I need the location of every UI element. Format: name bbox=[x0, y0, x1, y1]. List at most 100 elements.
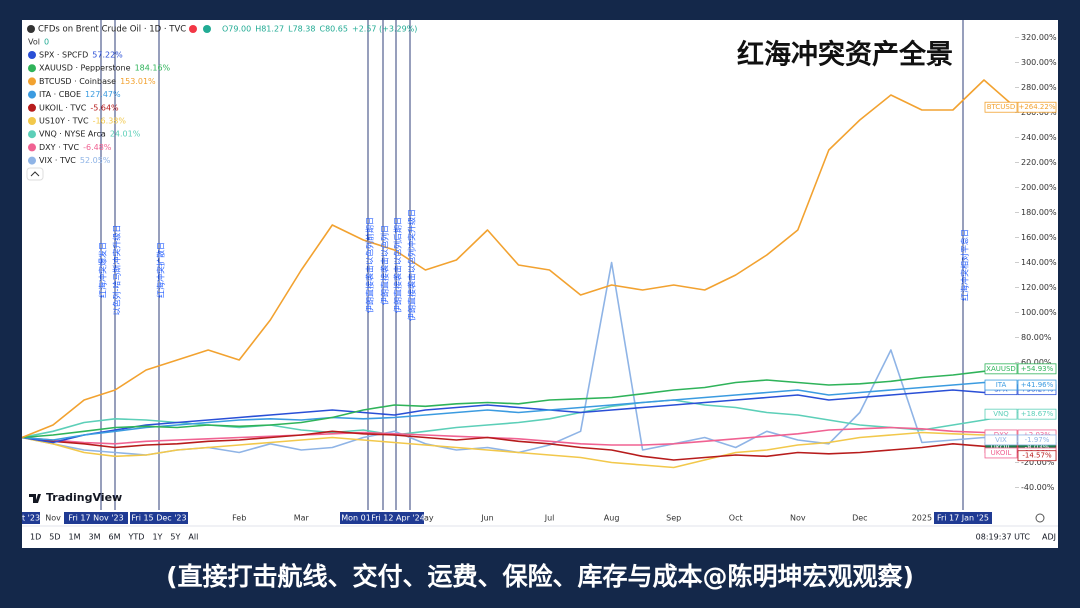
end-ticker-box bbox=[984, 408, 1018, 420]
x-marker-box bbox=[340, 512, 372, 524]
x-tick-label: Jul bbox=[544, 514, 555, 523]
range-button[interactable]: YTD bbox=[128, 533, 145, 542]
price-box bbox=[1017, 450, 1057, 462]
y-tick-label: 180.00% bbox=[1021, 208, 1057, 217]
series-line bbox=[22, 79, 1015, 439]
range-button[interactable]: 5Y bbox=[170, 533, 180, 542]
range-button[interactable]: 3M bbox=[89, 533, 101, 542]
annotation-text: 红海冲突扩散日 bbox=[156, 242, 166, 298]
x-marker-label: Fri 12 Apr '24 bbox=[371, 514, 425, 523]
ohlc-value: L78.38 bbox=[288, 25, 315, 34]
volume-label: Vol bbox=[28, 38, 40, 47]
caption: (直接打击航线、交付、运费、保险、库存与成本@陈明坤宏观观察) bbox=[166, 562, 914, 591]
range-button[interactable]: All bbox=[188, 533, 198, 542]
x-tick-label: Oct bbox=[729, 514, 743, 523]
ohlc-value: O79.00 bbox=[222, 25, 251, 34]
chart-title: 红海冲突资产全景 bbox=[737, 39, 953, 71]
legend-name: BTCUSD · Coinbase bbox=[39, 77, 116, 86]
range-button[interactable]: 1Y bbox=[152, 533, 162, 542]
y-tick-label: -40.00% bbox=[1021, 483, 1055, 492]
end-ticker: VNQ bbox=[993, 410, 1009, 418]
series bbox=[22, 426, 1015, 446]
y-tick-label: 240.00% bbox=[1021, 133, 1057, 142]
y-tick-label: 100.00% bbox=[1021, 308, 1057, 317]
legend-name: VNQ · NYSE Arca bbox=[39, 130, 106, 139]
end-value-label: +54.93% bbox=[1021, 365, 1054, 373]
legend-value: -6.48% bbox=[83, 143, 112, 152]
legend-icon bbox=[28, 117, 36, 125]
legend-value: -16.38% bbox=[93, 117, 127, 126]
series bbox=[22, 430, 1015, 461]
x-marker-box bbox=[934, 512, 992, 524]
x-marker-box bbox=[130, 512, 188, 524]
y-tick-label: 140.00% bbox=[1021, 258, 1057, 267]
series-line bbox=[22, 426, 1015, 446]
x-tick-label: May bbox=[417, 514, 434, 523]
y-tick-label: 220.00% bbox=[1021, 158, 1057, 167]
legend-name: SPX · SPCFD bbox=[39, 51, 88, 60]
x-tick-label: Jun bbox=[480, 514, 494, 523]
legend-name: XAUUSD · Pepperstone bbox=[39, 64, 131, 73]
x-tick-label: 2025 bbox=[912, 514, 932, 523]
legend-value: 184.16% bbox=[135, 64, 171, 73]
legend-collapse[interactable] bbox=[26, 167, 44, 181]
x-marker-label: Fri 17 Jan '25 bbox=[937, 514, 989, 523]
annotation-text: 以色列-哈马斯冲突升级日 bbox=[112, 225, 122, 316]
chart-panel bbox=[22, 20, 1058, 548]
legend-icon bbox=[28, 130, 36, 139]
logo-mark bbox=[29, 494, 41, 503]
legend-value: 153.01% bbox=[120, 77, 156, 86]
end-value-label: -8.03% bbox=[1025, 444, 1050, 452]
price-label: -14.57% bbox=[1022, 452, 1052, 460]
price-name: UKOIL bbox=[991, 449, 1012, 457]
series-line bbox=[22, 399, 1015, 439]
clock: 08:19:37 UTC bbox=[976, 533, 1031, 542]
range-button[interactable]: 1D bbox=[30, 533, 41, 542]
x-marker-label: Mon 01 bbox=[341, 514, 371, 523]
flag-icon[interactable] bbox=[189, 25, 197, 33]
end-ticker: ITA bbox=[996, 381, 1007, 389]
legend-icon bbox=[28, 156, 36, 165]
end-value-label: +264.22% bbox=[1018, 103, 1055, 111]
legend-value: 127.47% bbox=[85, 90, 121, 99]
legend-value: 24.01% bbox=[110, 130, 141, 139]
legend-name: VIX · TVC bbox=[39, 156, 76, 165]
legend-icon bbox=[28, 51, 36, 59]
y-tick-label: 320.00% bbox=[1021, 33, 1057, 42]
settings-icon[interactable] bbox=[1035, 513, 1045, 523]
end-value-label: +18.67% bbox=[1021, 410, 1054, 418]
y-tick-label: -20.00% bbox=[1021, 458, 1055, 467]
end-ticker-box bbox=[984, 363, 1018, 375]
eye-icon bbox=[203, 25, 211, 33]
x-marker-box bbox=[372, 512, 424, 524]
x-marker-box bbox=[22, 512, 40, 524]
legend-value: 57.22% bbox=[92, 51, 123, 60]
x-marker-box bbox=[64, 512, 128, 524]
range-button[interactable]: 1M bbox=[69, 533, 81, 542]
end-ticker-box bbox=[984, 434, 1018, 446]
ohlc-value: H81.27 bbox=[255, 25, 284, 34]
range-button[interactable]: 6M bbox=[109, 533, 121, 542]
series bbox=[22, 381, 1015, 441]
x-tick-label: Mar bbox=[294, 514, 310, 523]
annotation-text: 伊朗直接袭击以色列前期日 bbox=[365, 217, 375, 313]
legend-icon bbox=[28, 64, 36, 73]
range-button[interactable]: 5D bbox=[49, 533, 60, 542]
end-ticker: VIX bbox=[995, 436, 1007, 444]
ohlc-value: C80.65 bbox=[319, 25, 348, 34]
series-line bbox=[22, 388, 1015, 444]
x-tick-label: Feb bbox=[232, 514, 246, 523]
y-tick-label: 60.00% bbox=[1021, 358, 1052, 367]
legend-name: UKOIL · TVC bbox=[39, 103, 87, 112]
end-value-box bbox=[1017, 408, 1057, 420]
x-tick-label: Nov bbox=[790, 514, 806, 523]
end-value-box bbox=[1017, 101, 1057, 113]
y-tick-label: 160.00% bbox=[1021, 233, 1057, 242]
legend-icon bbox=[28, 77, 36, 86]
adjust-button[interactable]: ADJ bbox=[1042, 533, 1056, 542]
series bbox=[22, 79, 1015, 439]
y-tick-label: 120.00% bbox=[1021, 283, 1057, 292]
series bbox=[22, 368, 1015, 439]
legend-name: US10Y · TVC bbox=[39, 117, 89, 126]
